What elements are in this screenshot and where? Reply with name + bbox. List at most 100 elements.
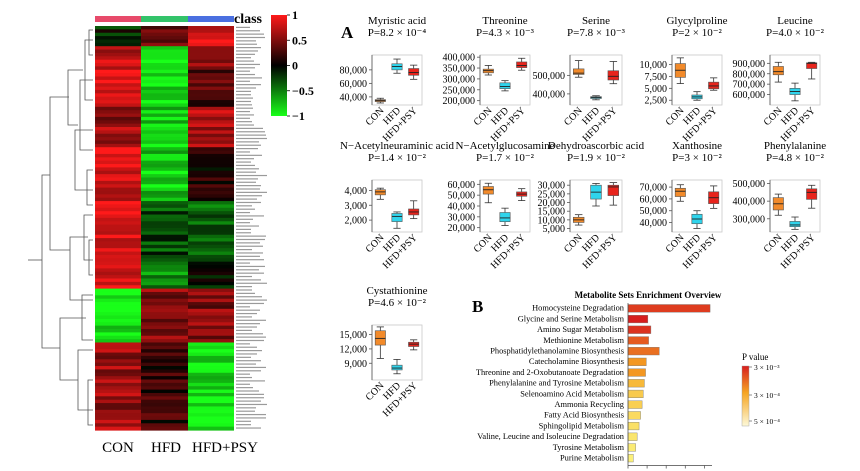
heatmap-cell [188,254,234,259]
heatmap-cell [188,231,234,236]
row-label-mark [236,60,254,62]
box-hfd [391,213,403,222]
heatmap-cell [95,379,141,384]
heatmap-cell [141,73,188,78]
heatmap-cell [141,254,188,259]
heatmap-cell [188,36,234,41]
heatmap-cell [188,322,234,327]
y-tick-label: 800,000 [733,69,766,80]
heatmap-cell [95,392,141,397]
heatmap-cell [95,224,141,229]
heatmap-cell [95,238,141,243]
heatmap-cell [141,177,188,182]
y-tick-label: 10,000 [640,60,668,71]
row-label-mark [236,269,259,271]
row-label-mark [236,249,252,251]
heatmap-cell [141,355,188,360]
group-label-hfd-psy: HFD+PSY [192,440,258,456]
heatmap-cell [141,167,188,172]
heatmap-cell [95,308,141,313]
enrichment-bar [627,325,652,334]
row-label-mark [236,319,266,321]
row-label-mark [236,90,251,92]
heatmap-cell [188,298,234,303]
enrichment-bar [627,368,646,377]
row-label-mark [236,178,258,180]
box-hfd-psy [806,62,818,69]
heatmap-cell [141,399,188,404]
legend-tick-label: −0.5 [292,84,314,98]
heatmap-cell [141,275,188,280]
heatmap-cell [188,153,234,158]
box-hfd-psy [806,188,818,200]
enrichment-bar-chart: Metabolite Sets Enrichment Overview Homoc… [476,290,780,471]
panel-label-b: B [472,297,483,316]
x-category-label: CON [562,105,585,128]
dendrogram-branch [88,29,93,56]
heatmap-cell [188,164,234,168]
y-tick-label: 60,000 [448,180,476,191]
heatmap-cell [188,143,234,148]
heatmap-cell [95,295,141,300]
heatmap-cell [141,234,188,239]
boxplot-title: N−Acetylneuraminic acid [340,140,455,152]
heatmap-cell [95,52,141,57]
heatmap-cell [141,372,188,377]
heatmap-cell [95,362,141,367]
boxplot-title: N−Acetylglucosamine [455,140,554,152]
heatmap-cell [95,184,141,189]
heatmap-cell [95,265,141,269]
heatmap-cell [141,221,188,226]
row-label-mark [236,211,250,214]
heatmap-cell [141,63,188,67]
heatmap-cell [188,413,234,418]
row-label-mark [236,47,261,49]
heatmap-cell [188,177,234,182]
heatmap-cell [95,123,141,128]
row-label-mark [236,181,256,183]
y-tick-label: 2,500 [645,96,668,107]
dendrogram-branch [81,294,93,341]
heatmap-cell [141,335,188,340]
y-tick-label: 3,000 [345,201,368,212]
heatmap-cell [95,197,141,202]
boxplot-p-value: P=4.6 × 10⁻² [368,297,427,309]
row-label-mark [236,168,259,170]
heatmap-cell [141,376,188,381]
heatmap-cell [95,419,141,424]
heatmap-cell [95,201,141,206]
box-con [482,186,494,195]
heatmap-cell [95,251,141,256]
box-hfd-psy [607,184,620,196]
heatmap-cell [141,127,188,131]
y-tick-label: 400,000 [533,89,566,100]
heatmap-cell [95,26,141,30]
heatmap-cell [95,150,141,155]
heatmap-cell [141,211,188,216]
heatmap-cell [95,116,141,121]
row-label-mark [236,33,264,35]
enrichment-pathway-label: Fatty Acid Biosynthesis [544,411,624,420]
heatmap-cell [95,366,141,370]
y-tick-label: 400,000 [733,197,766,208]
row-label-mark [236,26,250,28]
heatmap-cell [141,261,188,266]
heatmap-cell [141,89,188,94]
heatmap-cell [188,39,234,44]
row-label-mark [236,43,257,45]
row-label-mark [236,185,261,187]
heatmap-cell [95,147,141,152]
heatmap-cell [188,46,234,51]
heatmap-cell [188,79,234,84]
heatmap-cell [95,322,141,327]
heatmap-cell [95,214,141,219]
row-label-mark [236,30,260,32]
heatmap-cell [188,291,234,296]
heatmap-cell [95,73,141,78]
heatmap-cell [141,52,188,57]
heatmap-cell [95,318,141,323]
heatmap-cell [188,423,234,428]
